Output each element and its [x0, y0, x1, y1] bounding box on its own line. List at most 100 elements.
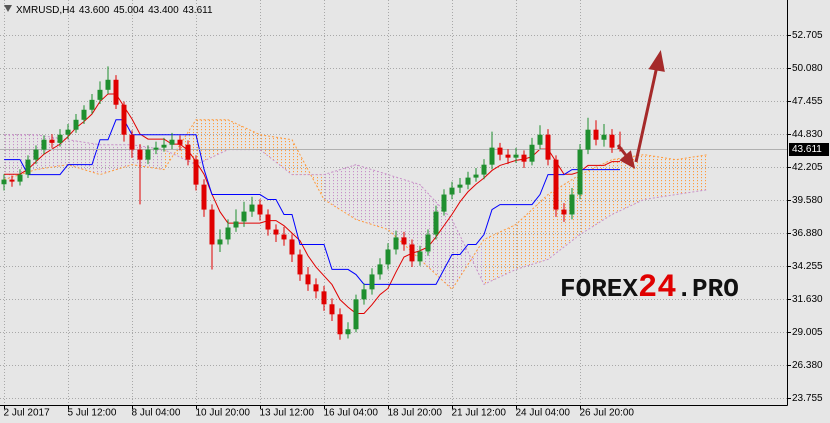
- candle-body: [473, 174, 479, 178]
- forecast-arrows: [616, 50, 665, 169]
- candle-body: [457, 184, 463, 188]
- candle-body: [257, 204, 263, 215]
- indicator-line: [4, 93, 620, 314]
- candle-body: [441, 194, 447, 212]
- candle-body: [241, 211, 247, 222]
- candle-body: [161, 144, 167, 148]
- candle-body: [265, 214, 271, 230]
- candle-body: [177, 139, 183, 145]
- cloud-fill: [676, 154, 708, 195]
- candle-body: [65, 129, 71, 135]
- y-tick-label: 52.705: [792, 30, 823, 41]
- candle-body: [57, 134, 63, 143]
- y-tick-label: 36.880: [792, 228, 823, 239]
- candle-body: [585, 129, 591, 150]
- y-tick-label: 50.080: [792, 63, 823, 74]
- candle-body: [369, 274, 375, 290]
- y-tick-label: 31.630: [792, 294, 823, 305]
- watermark: FOREX24.PRO: [560, 269, 739, 306]
- y-tick-label: 29.005: [792, 327, 823, 338]
- arrowhead: [648, 50, 665, 72]
- candle-body: [361, 289, 367, 300]
- cloud-fill: [580, 159, 612, 235]
- candle-body: [1, 179, 7, 185]
- candle-body: [337, 314, 343, 335]
- candle-body: [553, 159, 559, 210]
- candle-body: [401, 237, 407, 245]
- candle-body: [329, 304, 335, 315]
- candle-body: [289, 239, 295, 255]
- cloud: [3, 119, 709, 291]
- watermark-part: FOREX: [560, 274, 638, 304]
- candle-body: [529, 144, 535, 162]
- candle-body: [505, 154, 511, 158]
- candle-body: [249, 204, 255, 212]
- cloud-fill: [228, 119, 260, 150]
- header-text: XMRUSD,H4 43.600 45.004 43.400 43.611: [16, 5, 213, 16]
- x-tick-label: 21 Jul 12:00: [452, 408, 507, 419]
- candle-body: [137, 149, 143, 160]
- candle-body: [105, 79, 111, 90]
- candle-body: [193, 159, 199, 185]
- candle-body: [81, 109, 87, 120]
- x-tick-label: 18 Jul 20:00: [388, 408, 443, 419]
- watermark-part: .PRO: [676, 274, 738, 304]
- candle-body: [169, 139, 175, 145]
- candle-body: [353, 299, 359, 330]
- candle-body: [273, 229, 279, 235]
- candle-body: [73, 119, 79, 130]
- x-tick-label: 24 Jul 04:00: [516, 408, 571, 419]
- y-tick-label: 42.205: [792, 162, 823, 173]
- x-tick-label: 26 Jul 20:00: [580, 408, 635, 419]
- candle-body: [537, 134, 543, 145]
- candle-body: [185, 144, 191, 160]
- candle-body: [41, 139, 47, 150]
- candle-body: [601, 134, 607, 140]
- y-tick-label: 39.580: [792, 195, 823, 206]
- cloud-fill: [484, 224, 516, 285]
- candle-body: [569, 194, 575, 215]
- candle-body: [9, 179, 15, 182]
- candle-body: [97, 89, 103, 100]
- y-tick-label: 26.380: [792, 360, 823, 371]
- header: XMRUSD,H4 43.600 45.004 43.400 43.611: [4, 5, 213, 16]
- cloud-fill: [516, 194, 548, 270]
- indicator-line: [4, 119, 620, 285]
- cloud-fill: [644, 154, 676, 200]
- arrowhead: [619, 150, 636, 169]
- candle-body: [17, 174, 23, 182]
- x-tick-label: 2 Jul 2017: [4, 408, 51, 419]
- watermark-part: 24: [638, 269, 676, 306]
- x-tick-label: 16 Jul 04:00: [324, 408, 379, 419]
- candle-body: [305, 274, 311, 285]
- candles: [1, 66, 623, 340]
- candle-body: [417, 251, 423, 262]
- x-tick-label: 13 Jul 12:00: [260, 408, 315, 419]
- ohlc-open: 43.600: [79, 5, 110, 16]
- candle-body: [129, 134, 135, 150]
- candle-body: [225, 227, 231, 240]
- y-tick-label: 34.255: [792, 261, 823, 272]
- candle-body: [593, 129, 599, 140]
- cloud-span-b: [4, 134, 709, 286]
- candle-body: [409, 244, 415, 262]
- y-tick-label: 44.830: [792, 129, 823, 140]
- candle-body: [201, 184, 207, 210]
- candle-body: [113, 79, 119, 105]
- candle-body: [377, 264, 383, 275]
- candle-body: [425, 234, 431, 252]
- candle-body: [481, 164, 487, 175]
- header-icon: [4, 5, 12, 12]
- candle-body: [345, 329, 351, 335]
- cloud-fill: [68, 139, 100, 175]
- candle-body: [449, 187, 455, 195]
- candle-body: [497, 147, 503, 155]
- candle-body: [513, 154, 519, 158]
- candle-body: [545, 134, 551, 160]
- candle-body: [153, 147, 159, 150]
- ohlc-low: 43.400: [148, 5, 179, 16]
- candle-body: [121, 104, 127, 135]
